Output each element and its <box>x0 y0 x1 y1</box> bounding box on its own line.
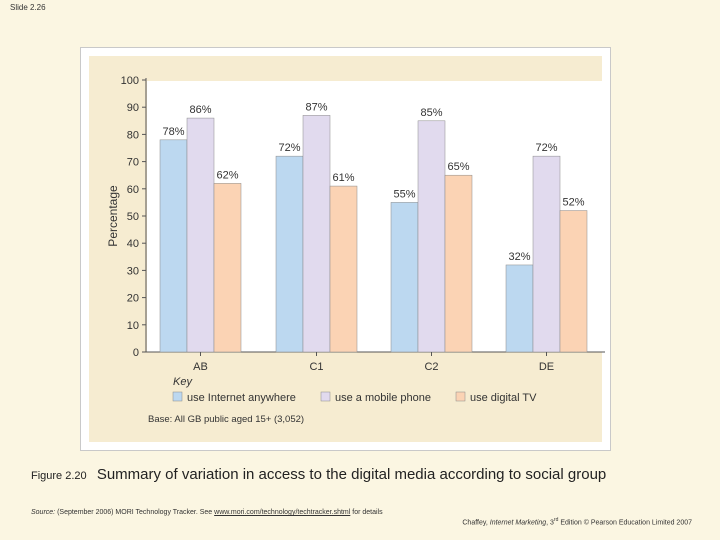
credit-author: Chaffey, <box>462 519 490 527</box>
legend-swatch-internet <box>172 391 183 402</box>
y-tick-label: 50 <box>127 211 139 223</box>
y-tick-label: 90 <box>127 102 139 114</box>
y-tick-label: 0 <box>133 347 139 359</box>
y-tick-label: 10 <box>127 320 139 332</box>
legend-label-internet: use Internet anywhere <box>187 392 296 404</box>
bar-c2-tv <box>444 174 473 353</box>
y-tick-label: 60 <box>127 184 139 196</box>
bar-c1-internet <box>275 155 304 353</box>
x-tick-label: C2 <box>424 361 438 373</box>
x-tick-label: C1 <box>309 361 323 373</box>
legend-label-mobile: use a mobile phone <box>335 392 431 404</box>
bar-ab-internet <box>159 139 188 353</box>
bar-c1-mobile <box>302 115 331 353</box>
data-label: 72% <box>278 142 300 154</box>
data-label: 55% <box>393 188 415 200</box>
figure-frame: 0 10 20 30 40 50 60 70 80 90 100 Percentage 78% 86% 62… <box>80 47 611 451</box>
credit-edition: , 3 <box>546 519 554 527</box>
y-tick-label: 30 <box>127 265 139 277</box>
y-tick-label: 20 <box>127 293 139 305</box>
legend-label-tv: use digital TV <box>470 392 537 404</box>
data-label: 86% <box>189 104 211 116</box>
figure-caption: Figure 2.20 Summary of variation in acce… <box>31 464 671 487</box>
y-tick-label: 40 <box>127 238 139 250</box>
data-label: 32% <box>508 251 530 263</box>
y-tick-label: 100 <box>121 75 139 87</box>
bar-c1-tv <box>329 185 358 353</box>
legend-swatch-mobile <box>320 391 331 402</box>
data-label: 52% <box>562 197 584 209</box>
data-label: 72% <box>535 142 557 154</box>
data-label: 62% <box>216 169 238 181</box>
bar-c2-mobile <box>417 120 446 353</box>
source-text-after: for details <box>350 509 383 516</box>
bar-de-tv <box>559 210 588 353</box>
bar-de-internet <box>505 264 534 353</box>
bar-c2-internet <box>390 202 419 353</box>
source-note: Source: (September 2006) MORI Technology… <box>31 509 383 516</box>
y-tick-label: 80 <box>127 129 139 141</box>
y-tick-label: 70 <box>127 157 139 169</box>
bar-ab-tv <box>213 183 242 353</box>
x-tick-label: AB <box>193 361 208 373</box>
base-note: Base: All GB public aged 15+ (3,052) <box>148 414 304 425</box>
credit-book: Internet Marketing <box>489 519 547 527</box>
credit-edition-sup: rd <box>553 517 559 523</box>
slide-number: Slide 2.26 <box>10 3 46 12</box>
legend-title: Key <box>173 376 193 388</box>
y-axis-label: Percentage <box>106 185 120 247</box>
bar-de-mobile <box>532 155 561 353</box>
data-label: 65% <box>447 161 469 173</box>
bar-ab-mobile <box>186 117 215 353</box>
credit-line: Chaffey, Internet Marketing, 3rd Edition… <box>462 517 692 526</box>
caption-text: Summary of variation in access to the di… <box>96 466 607 483</box>
source-label: Source: <box>31 509 56 516</box>
data-label: 61% <box>332 172 354 184</box>
data-label: 85% <box>420 107 442 119</box>
data-label: 78% <box>162 126 184 138</box>
credit-rest: Edition © Pearson Education Limited 2007 <box>558 519 692 527</box>
x-tick-label: DE <box>539 361 554 373</box>
source-text-before: (September 2006) MORI Technology Tracker… <box>55 509 215 516</box>
bar-chart: 0 10 20 30 40 50 60 70 80 90 100 Percentage 78% 86% 62… <box>106 75 606 425</box>
data-label: 87% <box>305 101 327 113</box>
source-link[interactable]: www.mori.com/technology/techtracker.shtm… <box>214 509 351 516</box>
legend-swatch-tv <box>455 391 466 402</box>
figure-label: Figure 2.20 <box>31 470 87 482</box>
